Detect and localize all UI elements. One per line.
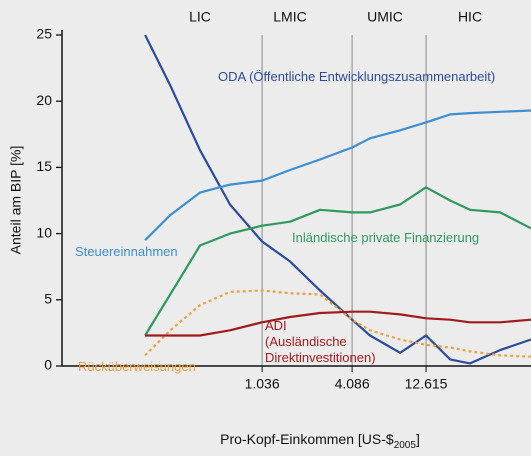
series-label: ADI (Ausländische Direktinvestitionen) <box>265 318 376 365</box>
tier-label: HIC <box>458 9 482 25</box>
tier-label: UMIC <box>367 9 403 25</box>
series-line <box>144 186 531 337</box>
y-tick-label: 5 <box>44 291 52 307</box>
x-axis-label-sub: 2005 <box>394 440 417 451</box>
y-axis-label: Anteil am BIP [%] <box>8 146 24 255</box>
x-tick-label: 4.086 <box>335 376 370 392</box>
series-label: Inländische private Finanzierung <box>292 230 480 245</box>
series-label: Rücküberweisungen <box>78 359 196 374</box>
x-axis-label-suffix: ] <box>416 431 420 447</box>
series-line <box>144 289 531 358</box>
y-tick-label: 0 <box>44 357 52 373</box>
tier-label: LIC <box>189 9 211 25</box>
y-tick-label: 25 <box>36 26 52 42</box>
y-tick-label: 20 <box>36 92 52 108</box>
x-tick-label: 1.036 <box>245 376 280 392</box>
x-axis-label-text: Pro-Kopf-Einkommen [US-$ <box>220 431 394 447</box>
x-axis-label: Pro-Kopf-Einkommen [US-$2005] <box>220 431 420 451</box>
y-tick-label: 15 <box>36 158 52 174</box>
series-line <box>145 310 531 337</box>
series-line <box>144 34 531 365</box>
series-line <box>144 109 531 241</box>
series-label: Steuereinnahmen <box>75 244 178 259</box>
tier-label: LMIC <box>273 9 306 25</box>
series-label: ODA (Öffentliche Entwicklungszusammenarb… <box>218 69 496 84</box>
y-tick-label: 10 <box>36 224 52 240</box>
x-tick-label: 12.615 <box>405 376 448 392</box>
